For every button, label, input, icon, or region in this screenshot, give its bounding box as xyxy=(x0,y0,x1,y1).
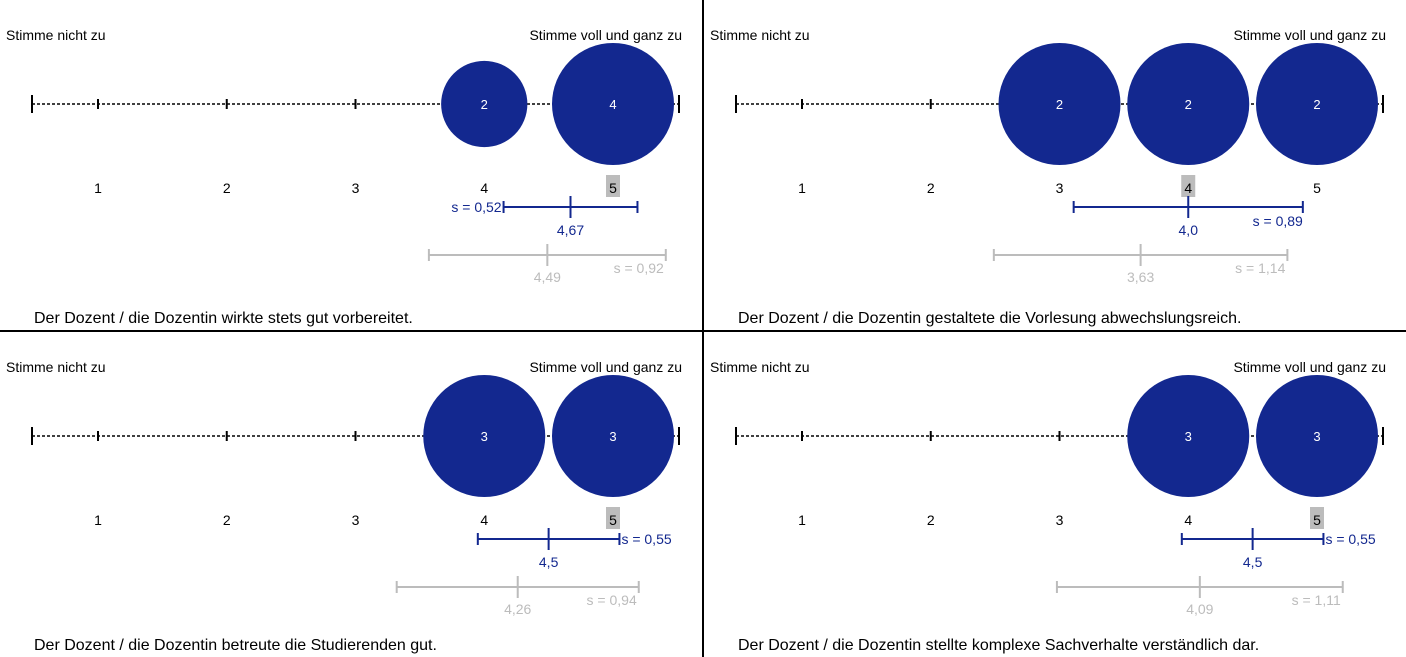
course-sd-label: s = 0,52 xyxy=(451,199,501,215)
bubble-count-label: 3 xyxy=(1185,429,1192,444)
scale-label-left: Stimme nicht zu xyxy=(710,359,810,375)
tick-label: 1 xyxy=(94,180,102,196)
bubble-count-label: 3 xyxy=(609,429,616,444)
bubble-count-label: 2 xyxy=(1185,97,1192,112)
bubble-count-label: 4 xyxy=(609,97,616,112)
horizontal-divider xyxy=(0,330,1406,332)
question-text: Der Dozent / die Dozentin wirkte stets g… xyxy=(34,310,413,327)
tick-label: 2 xyxy=(223,512,231,528)
tick-label: 1 xyxy=(798,512,806,528)
highlighted-tick-background xyxy=(606,175,620,197)
tick-label: 2 xyxy=(927,180,935,196)
course-sd-label: s = 0,89 xyxy=(1253,213,1303,229)
course-mean-label: 4,5 xyxy=(1243,554,1263,570)
tick-label: 2 xyxy=(223,180,231,196)
scale-label-left: Stimme nicht zu xyxy=(6,359,106,375)
bubble xyxy=(552,43,674,165)
tick-label: 3 xyxy=(352,180,360,196)
bubble xyxy=(1256,43,1378,165)
tick-label: 1 xyxy=(94,512,102,528)
course-mean-label: 4,5 xyxy=(539,554,559,570)
scale-label-right: Stimme voll und ganz zu xyxy=(529,359,682,375)
reference-sd-label: s = 1,14 xyxy=(1235,260,1285,276)
bubble-chart: Stimme nicht zu Stimme voll und ganz zu 3 3… xyxy=(6,359,682,654)
course-sd-label: s = 0,55 xyxy=(621,531,671,547)
tick-label: 5 xyxy=(1313,180,1321,196)
chart-panel-2: Stimme nicht zu Stimme voll und ganz zu 2 2… xyxy=(704,0,1401,330)
tick-label: 4 xyxy=(480,512,488,528)
bubble-count-label: 2 xyxy=(1056,97,1063,112)
chart-panel-3: Stimme nicht zu Stimme voll und ganz zu 3 3… xyxy=(0,332,697,657)
question-text: Der Dozent / die Dozentin gestaltete die… xyxy=(738,310,1241,327)
highlighted-tick-background xyxy=(606,507,620,529)
course-mean-label: 4,67 xyxy=(557,222,584,238)
bubble-chart: Stimme nicht zu Stimme voll und ganz zu 3 3… xyxy=(710,359,1386,654)
scale-label-right: Stimme voll und ganz zu xyxy=(1233,359,1386,375)
tick-label: 3 xyxy=(1056,512,1064,528)
question-text: Der Dozent / die Dozentin stellte komple… xyxy=(738,637,1259,654)
bubble xyxy=(552,375,674,497)
chart-panel-1: Stimme nicht zu Stimme voll und ganz zu 2 4… xyxy=(0,0,697,330)
tick-label: 3 xyxy=(352,512,360,528)
scale-label-right: Stimme voll und ganz zu xyxy=(1233,27,1386,43)
tick-label: 4 xyxy=(480,180,488,196)
tick-label: 5 xyxy=(609,180,617,196)
bubble-chart: Stimme nicht zu Stimme voll und ganz zu 2 4… xyxy=(6,27,682,327)
tick-label: 1 xyxy=(798,180,806,196)
bubble-count-label: 2 xyxy=(1313,97,1320,112)
tick-label: 3 xyxy=(1056,180,1064,196)
bubble xyxy=(423,375,546,497)
bubble-chart: Stimme nicht zu Stimme voll und ganz zu 2 2… xyxy=(710,27,1386,327)
reference-mean-label: 4,09 xyxy=(1186,601,1213,617)
course-sd-label: s = 0,55 xyxy=(1325,531,1375,547)
tick-label: 4 xyxy=(1184,180,1192,196)
tick-label: 2 xyxy=(927,512,935,528)
highlighted-tick-background xyxy=(1310,507,1324,529)
question-text: Der Dozent / die Dozentin betreute die S… xyxy=(34,637,437,654)
scale-label-right: Stimme voll und ganz zu xyxy=(529,27,682,43)
bubble xyxy=(441,60,528,148)
bubble xyxy=(1127,375,1250,497)
course-mean-label: 4,0 xyxy=(1179,222,1199,238)
tick-label: 5 xyxy=(1313,512,1321,528)
bubble xyxy=(998,43,1121,165)
reference-mean-label: 4,26 xyxy=(504,601,531,617)
chart-panel-4: Stimme nicht zu Stimme voll und ganz zu 3 3… xyxy=(704,332,1401,657)
vertical-divider xyxy=(702,0,704,657)
bubble-count-label: 2 xyxy=(481,97,488,112)
tick-label: 5 xyxy=(609,512,617,528)
highlighted-tick-background xyxy=(1181,175,1196,197)
reference-sd-label: s = 0,92 xyxy=(614,260,664,276)
bubble xyxy=(1127,43,1250,165)
reference-sd-label: s = 0,94 xyxy=(587,592,637,608)
scale-label-left: Stimme nicht zu xyxy=(6,27,106,43)
reference-mean-label: 3,63 xyxy=(1127,269,1154,285)
bubble-count-label: 3 xyxy=(1313,429,1320,444)
bubble-count-label: 3 xyxy=(481,429,488,444)
bubble xyxy=(1256,375,1378,497)
reference-mean-label: 4,49 xyxy=(534,269,561,285)
scale-label-left: Stimme nicht zu xyxy=(710,27,810,43)
reference-sd-label: s = 1,11 xyxy=(1292,592,1341,608)
tick-label: 4 xyxy=(1184,512,1192,528)
